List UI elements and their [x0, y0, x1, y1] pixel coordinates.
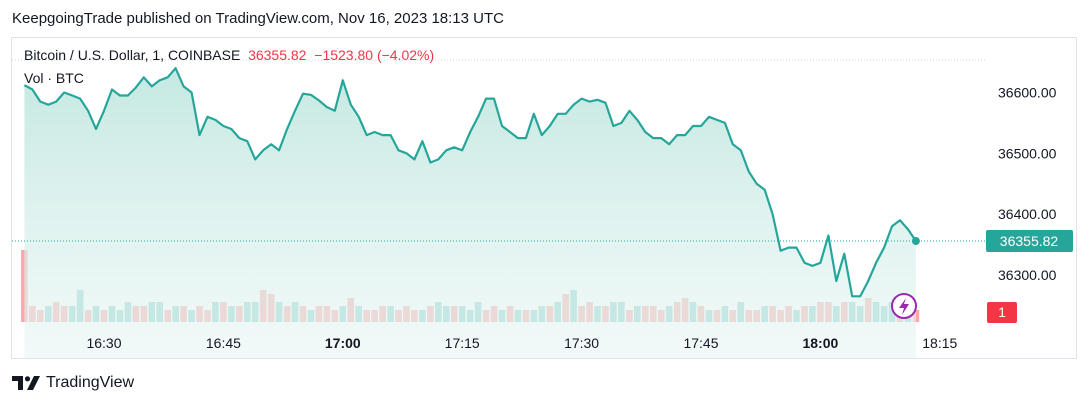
volume-badge: 1 — [987, 302, 1017, 323]
y-tick-label: 36400.00 — [998, 206, 1057, 222]
x-tick-label: 18:15 — [922, 335, 957, 351]
symbol-title: Bitcoin / U.S. Dollar, 1, COINBASE — [24, 47, 241, 63]
lightning-icon[interactable] — [891, 293, 917, 319]
price-axis[interactable]: 36600.00 36500.00 36400.00 36300.00 — [998, 85, 1057, 284]
x-tick-label: 17:15 — [445, 335, 480, 351]
x-tick-label: 16:30 — [86, 335, 121, 351]
y-tick-label: 36600.00 — [998, 85, 1057, 101]
y-tick-label: 36300.00 — [998, 267, 1057, 283]
last-value: 36355.82 — [248, 47, 307, 63]
tradingview-logo-icon — [12, 376, 40, 390]
x-tick-label: 17:45 — [683, 335, 718, 351]
published-caption: KeepgoingTrade published on TradingView.… — [12, 10, 504, 27]
last-price-badge: 36355.82 — [986, 230, 1073, 253]
chart-legend: Bitcoin / U.S. Dollar, 1, COINBASE 36355… — [24, 47, 434, 63]
change-value: −1523.80 (−4.02%) — [314, 47, 435, 63]
x-tick-label: 18:00 — [802, 335, 838, 351]
price-area — [24, 68, 916, 358]
volume-label: 1 — [998, 304, 1006, 320]
last-price-label: 36355.82 — [1000, 233, 1059, 249]
last-price-dot — [911, 237, 920, 246]
x-tick-label: 17:30 — [564, 335, 599, 351]
time-axis[interactable]: 16:30 16:45 17:00 17:15 17:30 17:45 18:00 18:15 — [86, 335, 957, 351]
price-line — [23, 67, 917, 298]
footer-brand[interactable]: TradingView — [12, 374, 134, 392]
brand-name: TradingView — [46, 374, 135, 391]
x-tick-label: 16:45 — [206, 335, 241, 351]
x-tick-label: 17:00 — [325, 335, 361, 351]
chart-frame — [11, 37, 1077, 359]
volume-legend: Vol · BTC — [24, 70, 84, 86]
y-tick-label: 36500.00 — [998, 145, 1057, 161]
